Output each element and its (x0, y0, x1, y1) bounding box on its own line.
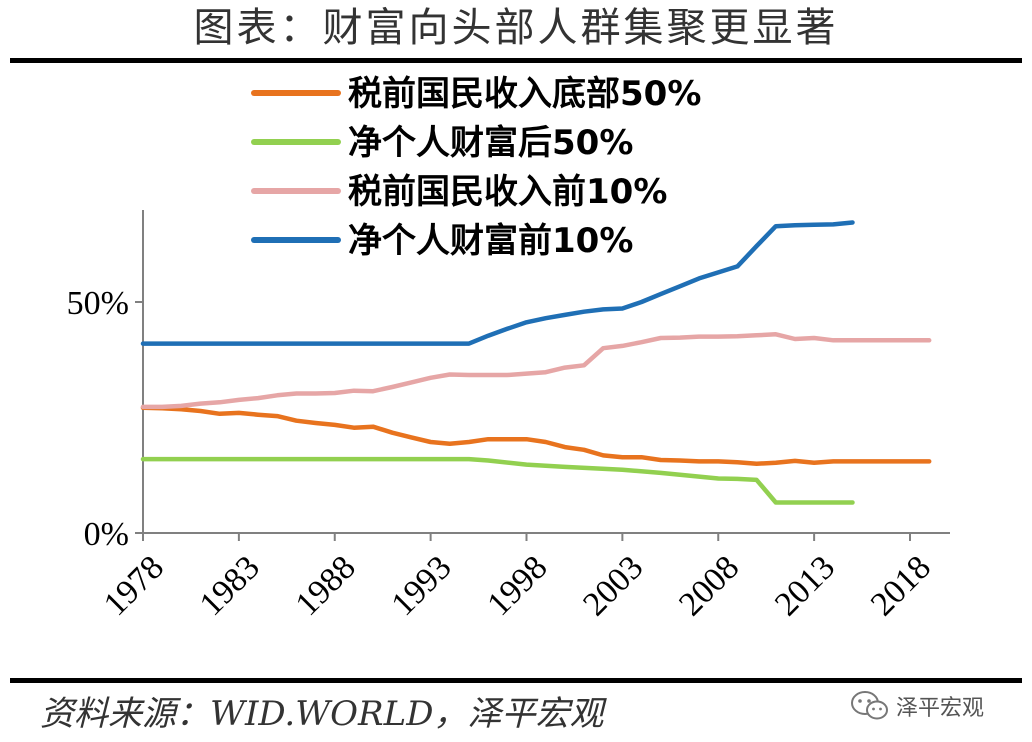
series-line-3 (140, 332, 932, 410)
series-line-2 (140, 456, 855, 505)
x-tick-label: 1993 (384, 549, 458, 623)
x-tick-label: 2008 (672, 549, 746, 623)
legend: 税前国民收入底部50% 净个人财富后50% 税前国民收入前10% 净个人财富前10% (251, 74, 701, 261)
source-note: 资料来源：WID.WORLD，泽平宏观 (40, 694, 604, 734)
x-tick-label: 1978 (97, 549, 171, 623)
y-tick-label: 50% (67, 285, 129, 322)
y-tick-label: 0% (84, 516, 129, 553)
legend-label-3: 税前国民收入前10% (348, 172, 667, 212)
x-tick-label: 1998 (480, 549, 554, 623)
legend-label-1: 税前国民收入底部50% (348, 74, 701, 114)
legend-label-2: 净个人财富后50% (348, 123, 633, 163)
watermark-text: 泽平宏观 (896, 696, 985, 721)
x-tick-label: 1988 (289, 549, 363, 623)
wechat-bubbles-icon (851, 691, 888, 720)
top-divider (10, 58, 1022, 63)
watermark: 泽平宏观 (850, 686, 984, 726)
chart-title: 图表：财富向头部人群集聚更显著 (193, 5, 839, 51)
axes: 0% 50% 1978 1983 1988 1993 1998 2003 2008 2013 201… (67, 210, 950, 623)
x-tick-label: 2003 (576, 549, 650, 623)
x-tick-label: 2013 (768, 549, 842, 623)
series-line-1 (140, 405, 932, 466)
series-line-4 (140, 220, 855, 346)
x-tick-label: 2018 (864, 549, 938, 623)
x-tick-label: 1983 (193, 549, 267, 623)
series-lines (140, 220, 932, 505)
legend-label-4: 净个人财富前10% (348, 221, 633, 261)
bottom-divider (10, 678, 1022, 683)
